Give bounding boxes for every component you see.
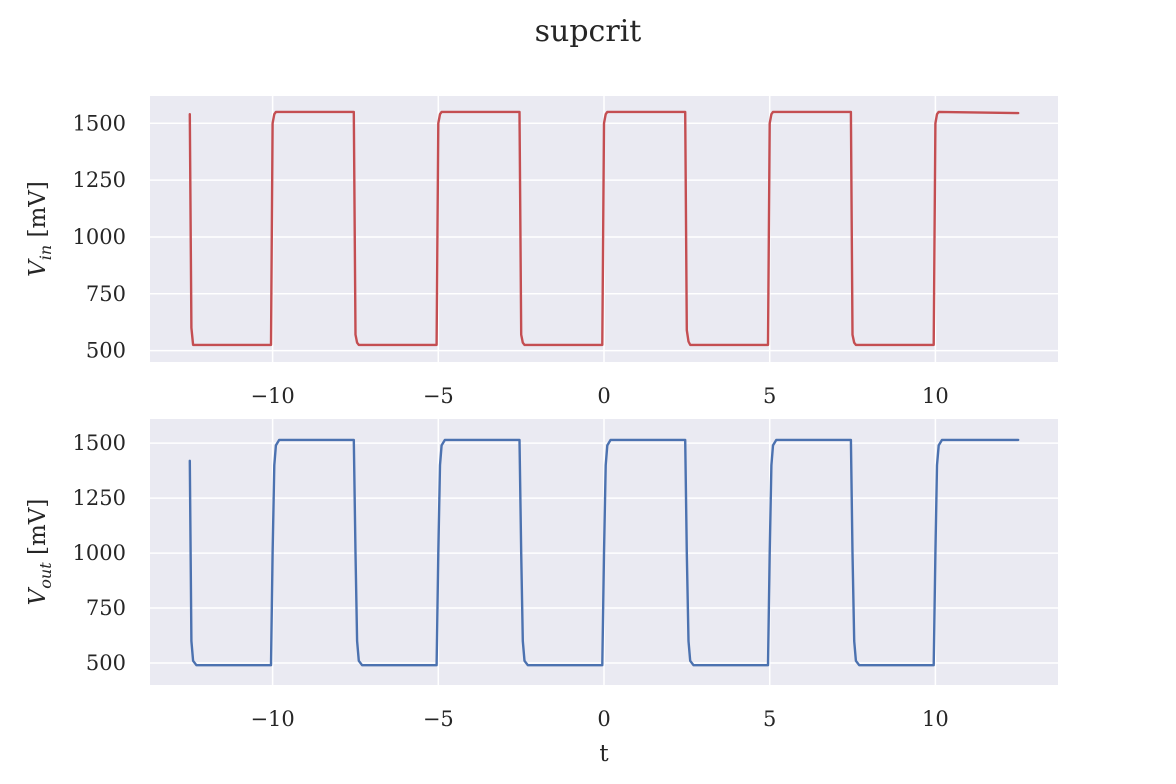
y-tick-label: 500 (86, 651, 126, 675)
x-tick-label: 0 (597, 384, 610, 408)
vin-series-line (188, 110, 1020, 347)
x-tick-label: 0 (597, 707, 610, 731)
x-tick-label: 5 (763, 384, 776, 408)
y-axis-label-main: V (25, 258, 51, 277)
y-tick-label: 750 (86, 596, 126, 620)
y-axis-label-sub: out (36, 562, 55, 589)
y-axis-label-unit: [mV] (25, 181, 51, 245)
x-tick-label: 10 (922, 384, 949, 408)
y-axis-label-sub: in (36, 245, 55, 260)
y-axis-label: Vout [mV] (25, 499, 55, 606)
y-tick-label: 1000 (73, 225, 126, 249)
x-tick-label: −10 (250, 707, 294, 731)
top-plot-vin: −10 −5 0 5 10 500 750 1000 1250 1500 Vin [mV] (25, 96, 1058, 408)
y-tick-label: 500 (86, 339, 126, 363)
vout-series-line (188, 438, 1020, 667)
x-axis-label: t (599, 741, 609, 767)
x-tick-label: 10 (922, 707, 949, 731)
x-tick-label: −10 (250, 384, 294, 408)
x-tick-label: 5 (763, 707, 776, 731)
y-axis-label: Vin [mV] (25, 181, 55, 277)
y-tick-label: 1500 (73, 431, 126, 455)
y-tick-label: 1250 (73, 486, 126, 510)
y-tick-label: 750 (86, 282, 126, 306)
x-tick-label: −5 (423, 384, 454, 408)
x-tick-label: −5 (423, 707, 454, 731)
figure-title: supcrit (535, 14, 642, 49)
bottom-plot-vout: −10 −5 0 5 10 500 750 1000 1250 1500 Vout [mV] t (25, 419, 1058, 767)
y-tick-label: 1250 (73, 168, 126, 192)
y-axis-label-unit: [mV] (25, 499, 51, 563)
y-tick-label: 1000 (73, 541, 126, 565)
y-tick-label: 1500 (73, 111, 126, 135)
y-axis-label-main: V (25, 586, 51, 605)
